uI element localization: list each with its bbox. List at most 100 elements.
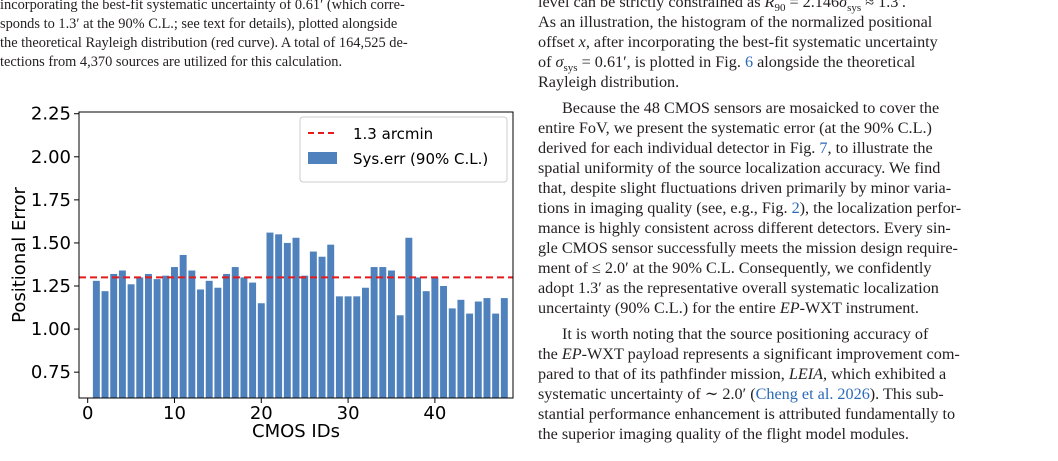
text-span: ), the localization perfor- [799,199,962,217]
bar [153,279,161,398]
text-span: = 2.146 [785,0,840,11]
bar [205,280,213,398]
bar [414,277,421,398]
text-span: Because the 48 CMOS sensors are mosaicke… [562,99,940,117]
bar [457,299,465,398]
bar [396,315,404,398]
bar [327,244,335,398]
text-span: 90 [774,2,786,15]
caption-line: incorporating the best-fit systematic un… [0,0,405,13]
bar [448,308,456,398]
bar [283,242,291,398]
bar [422,291,430,398]
legend-label-hline: 1.3 arcmin [353,125,433,143]
bar [101,291,109,398]
text-span: uncertainty (90% C.L.) for the entire [538,299,780,317]
bar [188,270,196,398]
bar [136,277,144,398]
text-line: entire FoV, we present the systematic er… [538,118,932,138]
bar [301,275,309,398]
caption-line: tections from 4,370 sources are utilized… [0,54,343,70]
text-line: gle CMOS sensor successfully meets the m… [538,238,958,258]
text-line: It is worth noting that the source posit… [562,324,928,344]
bar [335,296,343,398]
text-span: the superior imaging quality of the flig… [538,425,909,443]
text-span: Rayleigh distribution. [538,73,680,91]
text-span: , after incorporating the best-fit syste… [585,33,938,51]
bar [344,296,352,398]
text-line: pared to that of its pathfinder mission,… [538,364,946,384]
text-span: -WXT instrument. [799,299,919,317]
legend: 1.3 arcmin Sys.err (90% C.L.) [299,116,508,183]
body-text-column: level can be strictly constrained as R90… [538,0,1052,461]
text-line: the EP-WXT payload represents a signific… [538,344,960,364]
bar [500,298,508,398]
text-line: Rayleigh distribution. [538,72,679,92]
text-span: , which exhibited a [823,365,947,383]
text-span: ≈ 1.3′. [861,0,906,11]
text-span: gle CMOS sensor successfully meets the m… [538,239,958,257]
bar [179,255,187,398]
bar [257,303,265,398]
y-tick-label: 1.00 [31,319,71,340]
text-line: ment of ≤ 2.0′ at the 90% C.L. Consequen… [538,258,932,278]
text-span: derived for each individual detector in … [538,139,820,157]
y-tick-label: 2.25 [31,104,71,125]
y-tick-label: 2.00 [31,147,71,168]
bar-chart: 0 10 20 30 40 0.75 1.00 1.25 1.50 1.75 2.00 2.25 C… [9,104,514,442]
reference-link[interactable]: 7 [819,139,828,157]
bar [440,286,448,398]
text-span: level can be strictly constrained as [538,0,765,11]
legend-frame [299,116,508,183]
text-span: alongside the theoretical [753,53,916,71]
bar [118,270,126,398]
text-span: σ [839,0,848,11]
bar [483,298,491,398]
x-tick-label: 10 [163,403,186,424]
bar [231,267,239,398]
bar [127,284,135,398]
bar [379,267,387,398]
figure-column: incorporating the best-fit systematic un… [0,0,522,461]
bar [171,267,178,398]
reference-link[interactable]: 6 [744,53,754,71]
text-line: spatial uniformity of the source localiz… [538,158,940,178]
text-span: mance is highly consistent across differ… [538,219,951,237]
legend-label-series: Sys.err (90% C.L.) [353,150,488,168]
y-axis-ticks: 0.75 1.00 1.25 1.50 1.75 2.00 2.25 [31,104,79,383]
bar [110,273,118,398]
text-line: offset x, after incorporating the best-f… [538,32,938,52]
bar-group [92,232,508,398]
text-span: It is worth noting that the source posit… [562,325,929,343]
text-span: the [538,345,562,363]
y-tick-label: 1.50 [31,233,71,254]
text-span: LEIA [788,365,824,383]
text-line: level can be strictly constrained as R90… [538,0,906,15]
bar [214,287,222,398]
text-span: σ [555,53,564,71]
bar [240,277,248,398]
text-line: As an illustration, the histogram of the… [538,12,932,32]
reference-link[interactable]: 2 [791,199,800,217]
plot-frame [78,111,514,399]
x-tick-label: 40 [423,403,446,424]
text-line: tions in imaging quality (see, e.g., Fig… [538,198,961,218]
text-span: entire FoV, we present the systematic er… [538,119,932,137]
text-span: stantial performance enhancement is attr… [538,405,956,423]
text-span: spatial uniformity of the source localiz… [538,159,941,177]
bar [405,237,413,398]
bar [466,313,474,398]
bar [266,232,274,398]
x-tick-label: 30 [337,403,360,424]
text-span: that, despite slight fluctuations driven… [538,179,952,197]
text-span: x [578,33,586,51]
text-span: tions in imaging quality (see, e.g., Fig… [538,199,792,217]
text-span: offset [538,33,579,51]
y-tick-label: 0.75 [31,362,71,383]
text-line: mance is highly consistent across differ… [538,218,951,238]
text-line: stantial performance enhancement is attr… [538,404,955,424]
text-span: -WXT payload represents a significant im… [581,345,960,363]
reference-link[interactable]: Cheng et al. 2026 [755,385,870,403]
bar [292,237,300,398]
y-tick-label: 1.75 [31,190,71,211]
